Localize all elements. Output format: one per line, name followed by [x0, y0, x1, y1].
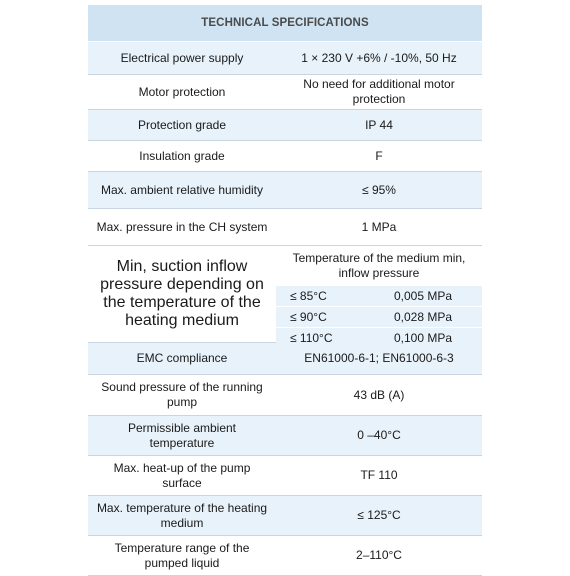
row-value: TF 110: [360, 468, 398, 482]
table-row: Protection grade IP 44: [88, 110, 482, 141]
suction-pressure: 0,005 MPa: [394, 289, 453, 303]
row-label: Max. pressure in the CH system: [96, 219, 268, 234]
row-value: EN61000-6-1; EN61000-6-3: [304, 351, 454, 365]
row-value: No need for additional motor protection: [303, 77, 455, 106]
row-label: Motor protection: [138, 84, 226, 99]
row-label: EMC compliance: [136, 351, 228, 365]
suction-entry: ≤ 85°C 0,005 MPa: [276, 285, 482, 306]
table-row: Insulation grade F: [88, 141, 482, 172]
table-row: Electrical power supply 1 × 230 V +6% / …: [88, 42, 482, 75]
row-label: Max. temperature of the heating medium: [96, 500, 268, 530]
table-row: Permissible ambient temperature 0 –40°C: [88, 416, 482, 456]
suction-pressure: 0,028 MPa: [394, 310, 453, 324]
row-label: Electrical power supply: [120, 50, 244, 65]
suction-subtable: Temperature of the medium min, inflow pr…: [276, 246, 482, 348]
suction-temp: ≤ 90°C: [290, 310, 327, 324]
row-value: ≤ 125°C: [357, 508, 401, 522]
row-label: Sound pressure of the running pump: [101, 380, 263, 409]
suction-entry: ≤ 90°C 0,028 MPa: [276, 306, 482, 327]
row-value: 1 × 230 V +6% / -10%, 50 Hz: [301, 50, 457, 65]
table-row: Sound pressure of the running pump 43 dB…: [88, 375, 482, 416]
suction-label: Min, suction inflow pressure depending o…: [100, 258, 264, 329]
suction-subheader: Temperature of the medium min, inflow pr…: [292, 250, 466, 280]
table-row: Max. heat-up of the pump surface TF 110: [88, 456, 482, 496]
row-value: 2–110°C: [356, 548, 402, 562]
row-value: IP 44: [365, 117, 393, 132]
suction-pressure-row: Min, suction inflow pressure depending o…: [88, 246, 482, 348]
row-label: Max. heat-up of the pump surface: [113, 460, 251, 490]
table-row: Max. ambient relative humidity ≤ 95%: [88, 172, 482, 209]
row-label: Permissible ambient temperature: [127, 420, 237, 450]
suction-pressure: 0,100 MPa: [394, 331, 453, 345]
table-row: Motor protection No need for additional …: [88, 75, 482, 110]
table-row: Max. pressure in the CH system 1 MPa: [88, 209, 482, 246]
table-row: Temperature range of the pumped liquid 2…: [88, 536, 482, 576]
row-label: Temperature range of the pumped liquid: [114, 540, 250, 570]
row-label: Insulation grade: [139, 148, 225, 163]
suction-entry: ≤ 110°C 0,100 MPa: [276, 327, 482, 348]
row-label: Protection grade: [137, 117, 227, 132]
row-value: 1 MPa: [361, 219, 397, 234]
row-value: F: [375, 148, 383, 163]
table-row: Max. temperature of the heating medium ≤…: [88, 496, 482, 536]
table-row: EMC compliance EN61000-6-1; EN61000-6-3: [88, 343, 482, 375]
row-label: Max. ambient relative humidity: [100, 182, 264, 197]
row-value: 43 dB (A): [353, 387, 405, 402]
row-value: 0 –40°C: [357, 428, 401, 442]
table-title: TECHNICAL SPECIFICATIONS: [88, 5, 482, 42]
spec-table: TECHNICAL SPECIFICATIONS Electrical powe…: [88, 5, 482, 576]
suction-temp: ≤ 85°C: [290, 289, 327, 303]
suction-temp: ≤ 110°C: [290, 331, 333, 345]
row-value: ≤ 95%: [362, 182, 396, 197]
